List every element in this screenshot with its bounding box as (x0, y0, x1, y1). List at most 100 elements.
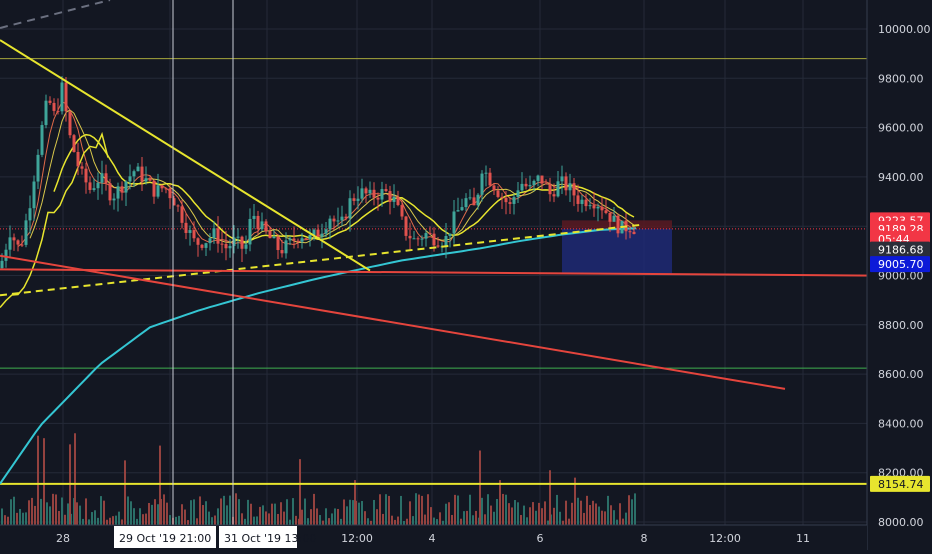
candle-body (76, 151, 80, 167)
volume-bar (136, 518, 138, 525)
position-box-reward[interactable] (562, 228, 672, 275)
volume-bar (451, 514, 453, 525)
volume-bar (520, 514, 522, 525)
candle-body (360, 188, 364, 199)
volume-bar (436, 519, 438, 525)
volume-bar (214, 515, 216, 525)
volume-bar (580, 500, 582, 525)
volume-bar (571, 502, 573, 525)
horizontal-levels[interactable] (0, 58, 867, 485)
volume-bar (460, 518, 462, 525)
volume-bar (598, 506, 600, 525)
candle-body (68, 111, 72, 136)
trend-line-yellow-1[interactable] (0, 39, 371, 272)
candle-body (428, 233, 432, 235)
candle-body (528, 185, 532, 187)
candle-body (432, 233, 436, 246)
candle-body (452, 211, 456, 234)
time-axis[interactable]: 28 12:00 4 6 8 12:00 11 29 Oct '19 21:00 31 Oct … (0, 524, 867, 550)
ma-fast-yellow (29, 109, 635, 245)
volume-bar (475, 510, 477, 525)
candle-body (160, 185, 164, 189)
candle-body (236, 236, 240, 238)
volume-bar (367, 518, 369, 525)
volume-bar (526, 517, 528, 525)
volume-bar (271, 503, 273, 525)
trend-line-red-3[interactable] (0, 254, 786, 390)
volume-bar (502, 493, 504, 525)
volume-bar (13, 496, 15, 525)
candle-body (208, 238, 212, 244)
candle-body (420, 238, 424, 240)
volume-bar (85, 498, 87, 525)
candle-body (72, 135, 76, 152)
volume-bar (313, 493, 315, 525)
volume-bar (148, 502, 150, 525)
volume-bar (49, 506, 51, 525)
price-tick-label: 8400.00 (878, 417, 924, 430)
candle-body (312, 229, 316, 235)
candle-body (288, 238, 292, 241)
volume-bar (4, 515, 6, 525)
volume-bar (259, 506, 261, 525)
volume-bar (118, 511, 120, 525)
candle-body (380, 189, 384, 200)
candle-body (304, 238, 308, 240)
candle-body (392, 196, 396, 202)
trend-lines[interactable] (0, 39, 932, 390)
volume-bar (256, 516, 258, 525)
candle-body (100, 173, 104, 183)
trend-line-red-4[interactable] (0, 268, 932, 277)
candle-body (284, 240, 288, 254)
volume-bar (496, 498, 498, 525)
volume-bar (556, 494, 558, 525)
volume-bar (121, 519, 123, 525)
volume-bar (157, 504, 159, 525)
price-tick-label: 9800.00 (878, 72, 924, 85)
volume-bar (568, 518, 570, 525)
candle-body (520, 183, 524, 191)
volume-spike (549, 470, 551, 525)
candle-body (416, 238, 420, 240)
volume-bar (595, 503, 597, 525)
volume-bar (199, 496, 201, 525)
volume-spike (74, 433, 76, 525)
volume-bar (88, 519, 90, 525)
volume-bar (472, 515, 474, 525)
volume-bar (565, 500, 567, 525)
candle-body (52, 102, 56, 111)
candle-body (200, 244, 204, 248)
volume-bar (226, 505, 228, 525)
candle-body (16, 240, 20, 245)
volume-bar (448, 502, 450, 525)
volume-bar (433, 517, 435, 525)
candle-body (96, 182, 100, 189)
candle-body (132, 171, 136, 177)
candle-body (412, 238, 416, 240)
volume-bar (112, 516, 114, 525)
candle-body (24, 220, 28, 245)
volume-bar (142, 514, 144, 525)
candle-body (564, 176, 568, 191)
price-tag-bg (870, 241, 930, 258)
candle-body (468, 197, 472, 199)
candle-body (436, 245, 440, 247)
volume-bar (181, 504, 183, 525)
time-tick-label: 11 (796, 532, 810, 545)
volume-bar (379, 494, 381, 525)
candle-body (136, 166, 140, 172)
volume-bar (412, 516, 414, 525)
price-axis[interactable]: 10000.009800.009600.009400.009200.009000… (866, 0, 932, 550)
candle-body (220, 243, 224, 245)
crosshair-time-badge (219, 526, 297, 548)
candle-body (128, 176, 132, 182)
time-tick-label: 12:00 (709, 532, 741, 545)
volume-bar (166, 502, 168, 525)
volume-bar (409, 501, 411, 525)
candle-body (460, 207, 464, 211)
volume-bar (361, 501, 363, 525)
time-tick-label: 8 (641, 532, 648, 545)
volume-bar (457, 495, 459, 525)
